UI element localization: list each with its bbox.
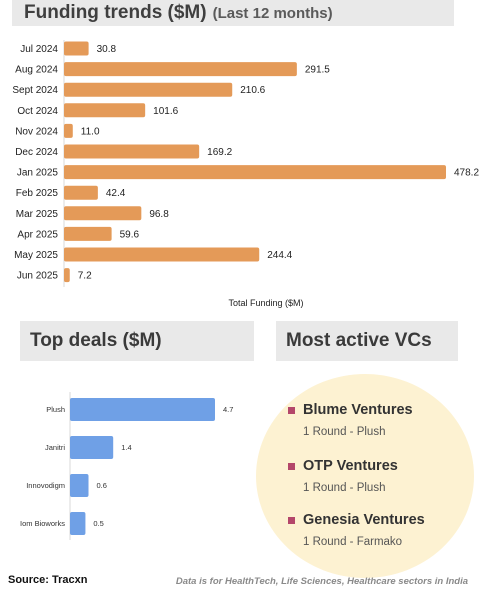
- deal-bar: [70, 436, 114, 459]
- data-footnote: Data is for HealthTech, Life Sciences, H…: [175, 576, 468, 587]
- funding-category-label: Nov 2024: [15, 126, 58, 137]
- funding-category-label: Dec 2024: [15, 147, 58, 158]
- funding-category-label: Sept 2024: [12, 85, 58, 96]
- funding-bar: [64, 206, 142, 221]
- funding-value-label: 210.6: [240, 85, 265, 96]
- deal-category-label: Plush: [46, 405, 65, 414]
- funding-bar: [64, 268, 70, 283]
- funding-category-label: Feb 2025: [16, 188, 59, 199]
- funding-bar: [64, 123, 73, 138]
- funding-trends-title: Funding trends ($M): [24, 2, 207, 23]
- deal-value-label: 4.7: [223, 405, 233, 414]
- deal-category-label: Iom Bioworks: [20, 519, 65, 528]
- vc-item: Blume Ventures 1 Round - Plush: [288, 402, 413, 438]
- vc-round-detail: 1 Round - Plush: [303, 482, 386, 494]
- active-vcs-title: Most active VCs: [286, 330, 432, 351]
- deal-category-label: Janitri: [45, 443, 65, 452]
- funding-x-axis-title: Total Funding ($M): [228, 298, 303, 308]
- funding-value-label: 59.6: [120, 229, 140, 240]
- source-label: Source: Tracxn: [8, 574, 88, 586]
- funding-category-label: Apr 2025: [17, 229, 58, 240]
- deal-value-label: 0.6: [97, 481, 107, 490]
- funding-category-label: Jul 2024: [20, 44, 58, 55]
- funding-bar: [64, 62, 297, 77]
- funding-value-label: 7.2: [78, 271, 92, 282]
- funding-value-label: 30.8: [97, 44, 117, 55]
- funding-value-label: 96.8: [149, 209, 169, 220]
- funding-value-label: 42.4: [106, 188, 126, 199]
- deal-bar: [70, 398, 215, 421]
- bullet-icon: [288, 406, 295, 414]
- funding-trends-header: Funding trends ($M) (Last 12 months): [12, 0, 454, 26]
- deal-value-label: 0.5: [93, 519, 103, 528]
- funding-category-label: Aug 2024: [15, 65, 58, 76]
- funding-bar: [64, 41, 89, 56]
- funding-category-label: Mar 2025: [16, 209, 59, 220]
- funding-bar: [64, 226, 112, 241]
- funding-bar: [64, 144, 200, 159]
- funding-value-label: 11.0: [81, 126, 100, 137]
- top-deals-header: Top deals ($M): [20, 321, 254, 361]
- funding-value-label: 169.2: [207, 147, 232, 158]
- funding-value-label: 101.6: [153, 106, 178, 117]
- funding-value-label: 291.5: [305, 65, 330, 76]
- funding-bar: [64, 103, 146, 118]
- funding-value-label: 244.4: [267, 250, 292, 261]
- vc-name: Genesia Ventures: [303, 512, 425, 528]
- funding-category-label: Jan 2025: [17, 168, 59, 179]
- top-deals-title: Top deals ($M): [30, 330, 162, 351]
- funding-category-label: May 2025: [14, 250, 58, 261]
- bullet-icon: [288, 516, 295, 524]
- deal-value-label: 1.4: [121, 443, 131, 452]
- funding-bar: [64, 185, 98, 200]
- bullet-icon: [288, 462, 295, 470]
- vc-name: OTP Ventures: [303, 458, 398, 474]
- funding-bar: [64, 247, 260, 262]
- deal-category-label: Innovodigm: [26, 481, 65, 490]
- funding-category-label: Oct 2024: [17, 106, 58, 117]
- funding-bar: [64, 82, 233, 97]
- funding-value-label: 478.2: [454, 168, 479, 179]
- funding-trends-subtitle: (Last 12 months): [212, 4, 333, 22]
- vc-round-detail: 1 Round - Plush: [303, 426, 386, 438]
- vc-item: Genesia Ventures 1 Round - Farmako: [288, 512, 425, 548]
- active-vcs-header: Most active VCs: [276, 321, 458, 361]
- deal-bar: [70, 512, 86, 535]
- vc-name: Blume Ventures: [303, 402, 413, 418]
- vc-round-detail: 1 Round - Farmako: [303, 536, 403, 548]
- funding-category-label: Jun 2025: [17, 271, 59, 282]
- funding-bar: [64, 165, 446, 180]
- vc-item: OTP Ventures 1 Round - Plush: [288, 458, 398, 494]
- deal-bar: [70, 474, 89, 497]
